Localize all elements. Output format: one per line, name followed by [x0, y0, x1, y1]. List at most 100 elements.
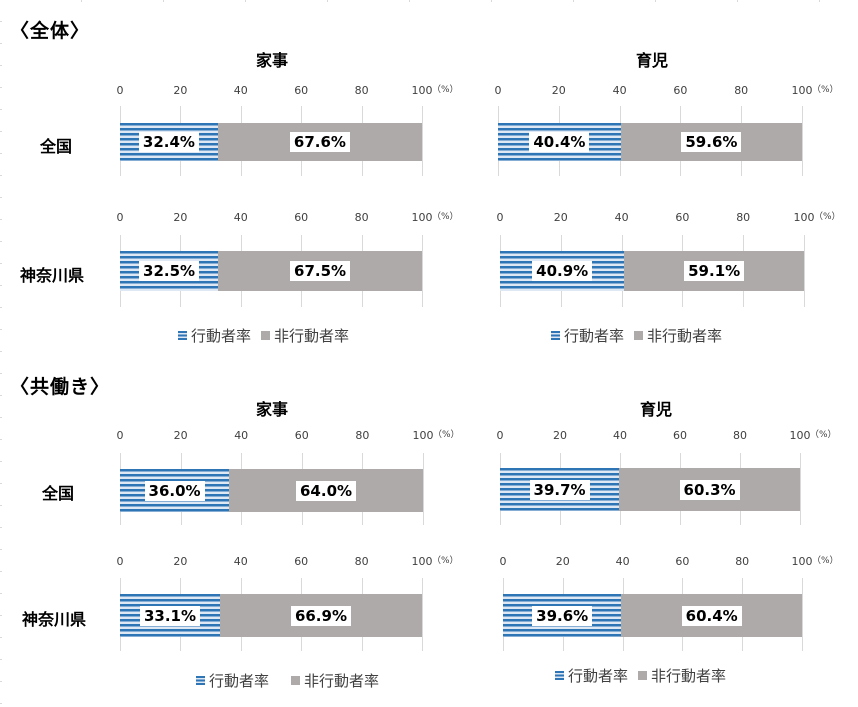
- x-tick-label: 60: [294, 84, 309, 97]
- gridline: [802, 106, 803, 176]
- x-tick-label: 60: [294, 555, 309, 568]
- bar-segment-active: 39.7%: [500, 468, 620, 511]
- gridline: [422, 578, 423, 651]
- legend-active-swatch-icon: [196, 676, 205, 685]
- x-tick-label: 100: [411, 211, 433, 224]
- x-tick-label: 40: [613, 429, 627, 442]
- x-tick-label: 60: [673, 429, 687, 442]
- x-tick-label: 80: [354, 211, 369, 224]
- x-tick-label: 20: [173, 429, 188, 442]
- data-label-active: 33.1%: [139, 605, 200, 626]
- data-label-active: 36.0%: [144, 480, 205, 501]
- x-tick-label: 80: [735, 555, 750, 568]
- x-tick-label: 40: [233, 84, 248, 97]
- row-label-national: 全国: [40, 137, 73, 156]
- legend-inactive-label: 非行動者率: [304, 672, 380, 690]
- x-tick-label: 20: [553, 429, 567, 442]
- row-label-national: 全国: [42, 484, 75, 503]
- bar-segment-inactive: 67.5%: [218, 251, 422, 291]
- bar-segment-active: 32.5%: [120, 251, 219, 291]
- legend-all-childcare: 行動者率 非行動者率: [551, 325, 722, 346]
- plot-area: 36.0% 64.0%: [120, 453, 424, 525]
- legend-active-swatch-icon: [555, 671, 564, 680]
- data-label-active: 40.9%: [532, 261, 593, 281]
- x-tick-label: 100: [791, 84, 813, 97]
- x-axis-unit: （%）: [812, 556, 839, 566]
- x-axis: 0 20 40 60 80 100 （%）: [494, 84, 839, 98]
- x-tick-label: 0: [116, 555, 124, 568]
- legend-inactive-label: 非行動者率: [651, 667, 727, 685]
- data-label-active: 40.4%: [529, 132, 590, 152]
- chart-all-childcare-kanagawa: 0 20 40 60 80 100 （%） 40.9% 59.1%: [496, 211, 841, 307]
- panel-title-housework: 家事: [255, 400, 288, 419]
- x-tick-label: 20: [173, 555, 188, 568]
- x-axis: 0 20 40 60 80 100 （%）: [500, 555, 839, 569]
- legend-dual-childcare: 行動者率 非行動者率: [555, 665, 726, 686]
- x-tick-label: 60: [294, 429, 309, 442]
- x-tick-label: 80: [354, 84, 369, 97]
- data-label-inactive: 66.9%: [290, 605, 351, 626]
- x-tick-label: 0: [496, 429, 504, 442]
- x-tick-label: 20: [551, 84, 566, 97]
- section-title-dual-income: 〈共働き〉: [10, 376, 111, 398]
- chart-dual-housework-kanagawa: 0 20 40 60 80 100 （%） 33.1% 66.9%: [116, 555, 459, 651]
- legend-inactive-swatch-icon: [638, 671, 648, 680]
- stacked-bar: 33.1% 66.9%: [120, 594, 422, 637]
- x-tick-label: 0: [496, 211, 504, 224]
- bar-segment-inactive: 64.0%: [229, 469, 423, 512]
- x-tick-label: 40: [233, 555, 248, 568]
- stacked-bar: 40.4% 59.6%: [498, 123, 802, 161]
- x-tick-label: 20: [555, 555, 570, 568]
- stacked-bar: 39.7% 60.3%: [500, 468, 800, 511]
- data-label-inactive: 67.5%: [290, 261, 351, 281]
- bar-segment-active: 39.6%: [503, 594, 622, 637]
- legend-active-swatch-icon: [551, 331, 560, 340]
- bar-segment-active: 32.4%: [120, 123, 218, 161]
- panel-title-housework: 家事: [255, 51, 288, 70]
- x-tick-label: 40: [234, 429, 249, 442]
- sheet-grid-left: [0, 0, 2, 707]
- x-axis-unit: （%）: [432, 212, 459, 222]
- bar-segment-active: 40.4%: [498, 123, 621, 161]
- x-axis-unit: （%）: [432, 556, 459, 566]
- stacked-bar: 32.5% 67.5%: [120, 251, 422, 291]
- data-label-active: 39.7%: [529, 479, 590, 500]
- x-tick-label: 60: [673, 84, 688, 97]
- x-tick-label: 60: [294, 211, 309, 224]
- gridline: [422, 106, 423, 176]
- legend-active-label: 行動者率: [209, 672, 270, 690]
- legend-active-swatch-icon: [178, 331, 187, 340]
- x-tick-label: 20: [173, 211, 188, 224]
- x-tick-label: 80: [736, 211, 751, 224]
- plot-area: 40.4% 59.6%: [498, 106, 803, 176]
- data-label-inactive: 60.4%: [681, 605, 742, 626]
- x-axis: 0 20 40 60 80 100 （%）: [496, 211, 841, 225]
- bar-segment-inactive: 59.1%: [624, 251, 804, 291]
- x-tick-label: 60: [675, 211, 690, 224]
- row-label-kanagawa: 神奈川県: [22, 610, 87, 629]
- data-label-inactive: 60.3%: [679, 479, 740, 500]
- x-axis-unit: （%）: [432, 85, 459, 95]
- bar-segment-inactive: 60.4%: [621, 594, 802, 637]
- x-axis-unit: （%）: [814, 212, 841, 222]
- x-tick-label: 0: [494, 84, 502, 97]
- gridline: [804, 235, 805, 307]
- gridline: [423, 453, 424, 525]
- legend-inactive-swatch-icon: [634, 331, 644, 340]
- legend-all-housework: 行動者率 非行動者率: [178, 325, 349, 346]
- x-tick-label: 0: [116, 84, 124, 97]
- data-label-active: 32.4%: [138, 132, 199, 152]
- data-label-active: 32.5%: [139, 261, 200, 281]
- x-axis-unit: （%）: [433, 430, 460, 440]
- x-tick-label: 40: [612, 84, 627, 97]
- x-tick-label: 40: [615, 555, 630, 568]
- bar-segment-inactive: 66.9%: [219, 594, 422, 637]
- x-tick-label: 100: [793, 211, 815, 224]
- x-tick-label: 80: [355, 429, 370, 442]
- x-axis: 0 20 40 60 80 100 （%）: [496, 429, 837, 443]
- chart-all-housework-national: 0 20 40 60 80 100 （%） 32.4% 67.6%: [116, 84, 459, 176]
- plot-area: 32.4% 67.6%: [120, 106, 423, 176]
- sheet-grid-top: [0, 0, 858, 2]
- bar-segment-inactive: 59.6%: [620, 123, 802, 161]
- plot-area: 40.9% 59.1%: [500, 235, 805, 307]
